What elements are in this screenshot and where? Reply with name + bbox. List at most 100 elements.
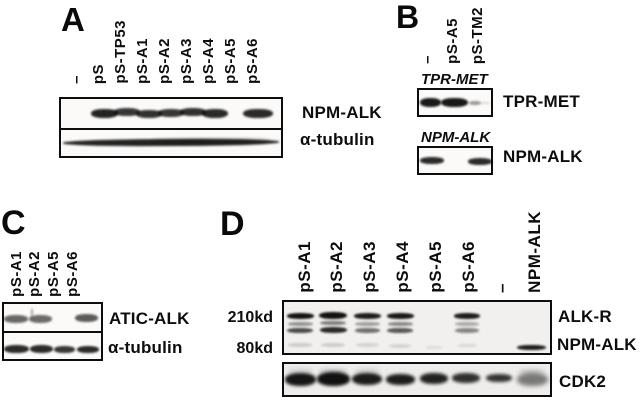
panel-a-blot-box <box>59 97 283 158</box>
band <box>440 97 468 107</box>
band <box>468 157 492 165</box>
lane-label: pS-A5 <box>222 38 240 84</box>
lane-label: pS <box>89 63 107 84</box>
band <box>319 311 347 319</box>
band <box>28 315 52 323</box>
band <box>74 314 98 322</box>
panel-d-row-label-cdk2: CDK2 <box>559 372 607 391</box>
lane-label: pS-A6 <box>63 251 81 297</box>
lane-label: NPM-ALK <box>524 211 544 293</box>
band <box>420 372 448 384</box>
band <box>385 373 415 385</box>
panel-d-lane-labels: pS-A1 pS-A2 pS-A3 pS-A4 pS-A5 pS-A6 – NPM-ALK <box>282 208 550 293</box>
panel-d-row-label-alk-r: ALK-R <box>558 307 612 326</box>
lane-label: pS-A2 <box>26 251 44 297</box>
lane-label: pS-A4 <box>200 38 218 84</box>
panel-d-marker-210kd: 210kd <box>227 309 273 326</box>
band <box>454 313 480 319</box>
band <box>3 345 29 353</box>
band <box>287 322 313 326</box>
band <box>353 313 381 319</box>
band <box>136 110 162 118</box>
band <box>486 374 512 382</box>
panel-c-letter: C <box>1 204 26 242</box>
band <box>516 372 548 386</box>
band <box>457 343 477 347</box>
panel-a-blot-divider <box>59 128 283 130</box>
panel-c-blot-divider <box>2 331 103 333</box>
panel-c-lane-labels: pS-A1 pS-A2 pS-A5 pS-A6 <box>2 240 94 297</box>
band <box>114 108 140 116</box>
band <box>455 327 479 333</box>
panel-b-lane-labels: – pS-A5 pS-TM2 <box>415 2 495 64</box>
panel-b-header-npm-alk: NPM-ALK <box>421 129 491 146</box>
lane-label: pS-A5 <box>444 18 461 64</box>
lane-label: pS-A2 <box>155 38 173 84</box>
lane-label: pS-A1 <box>7 251 25 297</box>
panel-c-row-label-tubulin: α-tubulin <box>108 338 183 357</box>
band <box>455 322 479 326</box>
panel-b-tpr-met-box <box>417 88 493 117</box>
band <box>319 368 347 374</box>
lane-label: pS-A4 <box>393 241 413 293</box>
band <box>420 156 444 164</box>
band <box>387 327 413 333</box>
lane-label: pS-A6 <box>244 38 262 84</box>
lane-label: – <box>419 55 436 64</box>
panel-a-row-label-tubulin: α-tubulin <box>300 130 375 149</box>
lane-label: – <box>67 75 85 84</box>
panel-c-row-label-atic-alk: ATIC-ALK <box>109 309 190 328</box>
panel-d-alk-bands <box>284 302 550 353</box>
band <box>319 327 347 333</box>
band <box>519 368 545 374</box>
panel-a-npm-alk-bands <box>61 99 281 156</box>
band <box>31 307 33 317</box>
band <box>389 344 411 348</box>
panel-a-tubulin-bands <box>61 99 281 156</box>
lane-label: pS-A6 <box>459 241 478 293</box>
panel-d-cdk2-bands <box>284 364 550 395</box>
band <box>286 313 314 319</box>
band <box>287 327 313 333</box>
band <box>321 343 345 347</box>
lane-label: pS-A5 <box>45 251 63 297</box>
lane-label: pS-A1 <box>133 38 151 84</box>
band <box>77 345 99 353</box>
band <box>243 108 273 118</box>
panel-d-letter: D <box>220 205 245 243</box>
panel-b-tpr-met-bands <box>419 90 491 115</box>
band <box>284 372 316 386</box>
band <box>4 315 28 323</box>
panel-d-alk-blot-box <box>282 300 552 355</box>
lane-label: pS-A3 <box>360 241 380 293</box>
band <box>386 313 414 319</box>
band <box>352 373 382 385</box>
band <box>180 108 206 116</box>
panel-b-npm-alk-bands <box>419 148 492 173</box>
lane-label: pS-A5 <box>426 241 446 293</box>
band <box>29 345 53 353</box>
band <box>158 109 184 117</box>
panel-b-row-label-tpr-met: TPR-MET <box>503 92 580 111</box>
panel-d-marker-80kd: 80kd <box>236 340 273 357</box>
band <box>151 139 271 143</box>
panel-c-atic-alk-bands <box>4 304 101 359</box>
panel-a-row-label-npm-alk: NPM-ALK <box>302 103 382 122</box>
band <box>387 322 413 326</box>
panel-d-row-label-npm-alk: NPM-ALK <box>557 335 637 354</box>
band <box>288 343 312 347</box>
lane-label: pS-TP53 <box>111 20 129 84</box>
band <box>355 343 379 347</box>
panel-b-letter: B <box>396 0 420 35</box>
lane-label: – <box>491 283 511 293</box>
band <box>354 369 380 373</box>
lane-label: pS-A2 <box>327 241 347 293</box>
panel-c-tubulin-bands <box>3 304 101 359</box>
panel-d-cdk2-blot-box <box>282 362 552 397</box>
band <box>516 344 546 350</box>
band <box>469 101 481 105</box>
panel-b-header-tpr-met: TPR-MET <box>421 71 488 88</box>
lane-label: pS-TM2 <box>469 6 486 64</box>
band <box>354 322 380 326</box>
